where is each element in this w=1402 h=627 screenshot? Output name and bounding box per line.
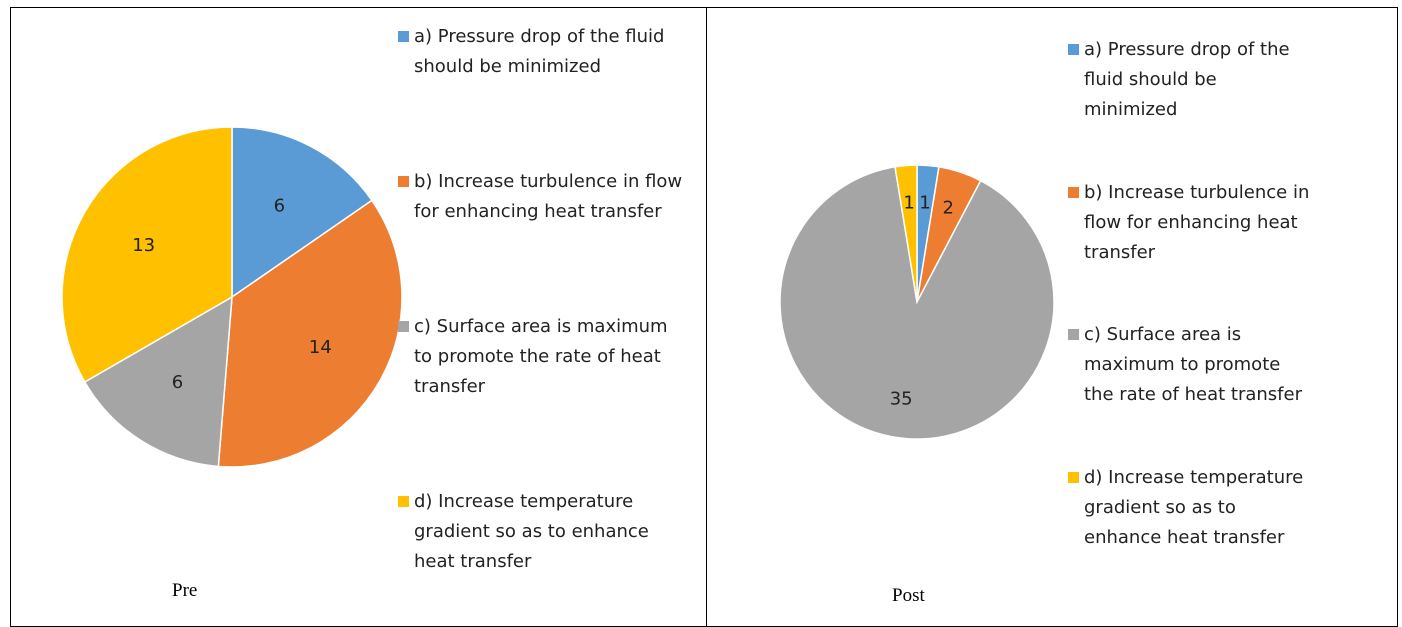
legend-item: c) Surface area is maximum to promote th… — [398, 312, 690, 402]
legend-label: a) Pressure drop of the fluid should be … — [414, 26, 665, 77]
legend-label: b) Increase turbulence in flow for enhan… — [1084, 181, 1310, 263]
legend-label: a) Pressure drop of the fluid should be … — [1084, 39, 1290, 120]
data-label: 35 — [890, 388, 913, 409]
legend-swatch — [398, 321, 409, 332]
legend-item: c) Surface area is maximum to promote th… — [1068, 320, 1313, 410]
legend-item: b) Increase turbulence in flow for enhan… — [398, 167, 690, 227]
legend-swatch — [398, 31, 409, 42]
pie-slice — [83, 295, 233, 468]
legend: a) Pressure drop of the fluid should be … — [398, 22, 690, 577]
legend-item: d) Increase temperature gradient so as t… — [398, 487, 690, 577]
legend-item: a) Pressure drop of the fluid should be … — [398, 22, 690, 82]
legend-item: a) Pressure drop of the fluid should be … — [1068, 35, 1313, 125]
pie-slice — [231, 126, 373, 299]
caption: Post — [892, 585, 925, 606]
legend-label: d) Increase temperature gradient so as t… — [1084, 466, 1304, 548]
legend-swatch — [1068, 44, 1079, 55]
data-label: 1 — [919, 193, 930, 214]
data-label: 6 — [274, 196, 285, 217]
data-label: 6 — [172, 372, 183, 393]
pie-slice — [894, 164, 918, 303]
caption: Pre — [172, 580, 198, 601]
legend-label: c) Surface area is maximum to promote th… — [1084, 324, 1302, 406]
legend-item: b) Increase turbulence in flow for enhan… — [1068, 178, 1313, 268]
legend-label: b) Increase turbulence in flow for enhan… — [414, 171, 683, 222]
data-label: 14 — [309, 337, 332, 358]
legend-label: c) Surface area is maximum to promote th… — [414, 316, 668, 397]
legend-swatch — [1068, 329, 1079, 341]
legend-swatch — [1068, 186, 1079, 198]
data-label: 13 — [132, 235, 155, 256]
data-label: 1 — [903, 193, 914, 214]
legend-swatch — [398, 176, 409, 187]
legend-label: d) Increase temperature gradient so as t… — [414, 491, 649, 572]
legend-swatch — [398, 496, 409, 507]
pie-slice — [217, 199, 403, 468]
legend-swatch — [1068, 471, 1079, 483]
pie-slice — [61, 126, 233, 384]
data-label: 2 — [943, 197, 954, 218]
legend: a) Pressure drop of the fluid should be … — [1068, 35, 1313, 553]
pie-slice — [779, 165, 1055, 440]
legend-item: d) Increase temperature gradient so as t… — [1068, 463, 1313, 553]
